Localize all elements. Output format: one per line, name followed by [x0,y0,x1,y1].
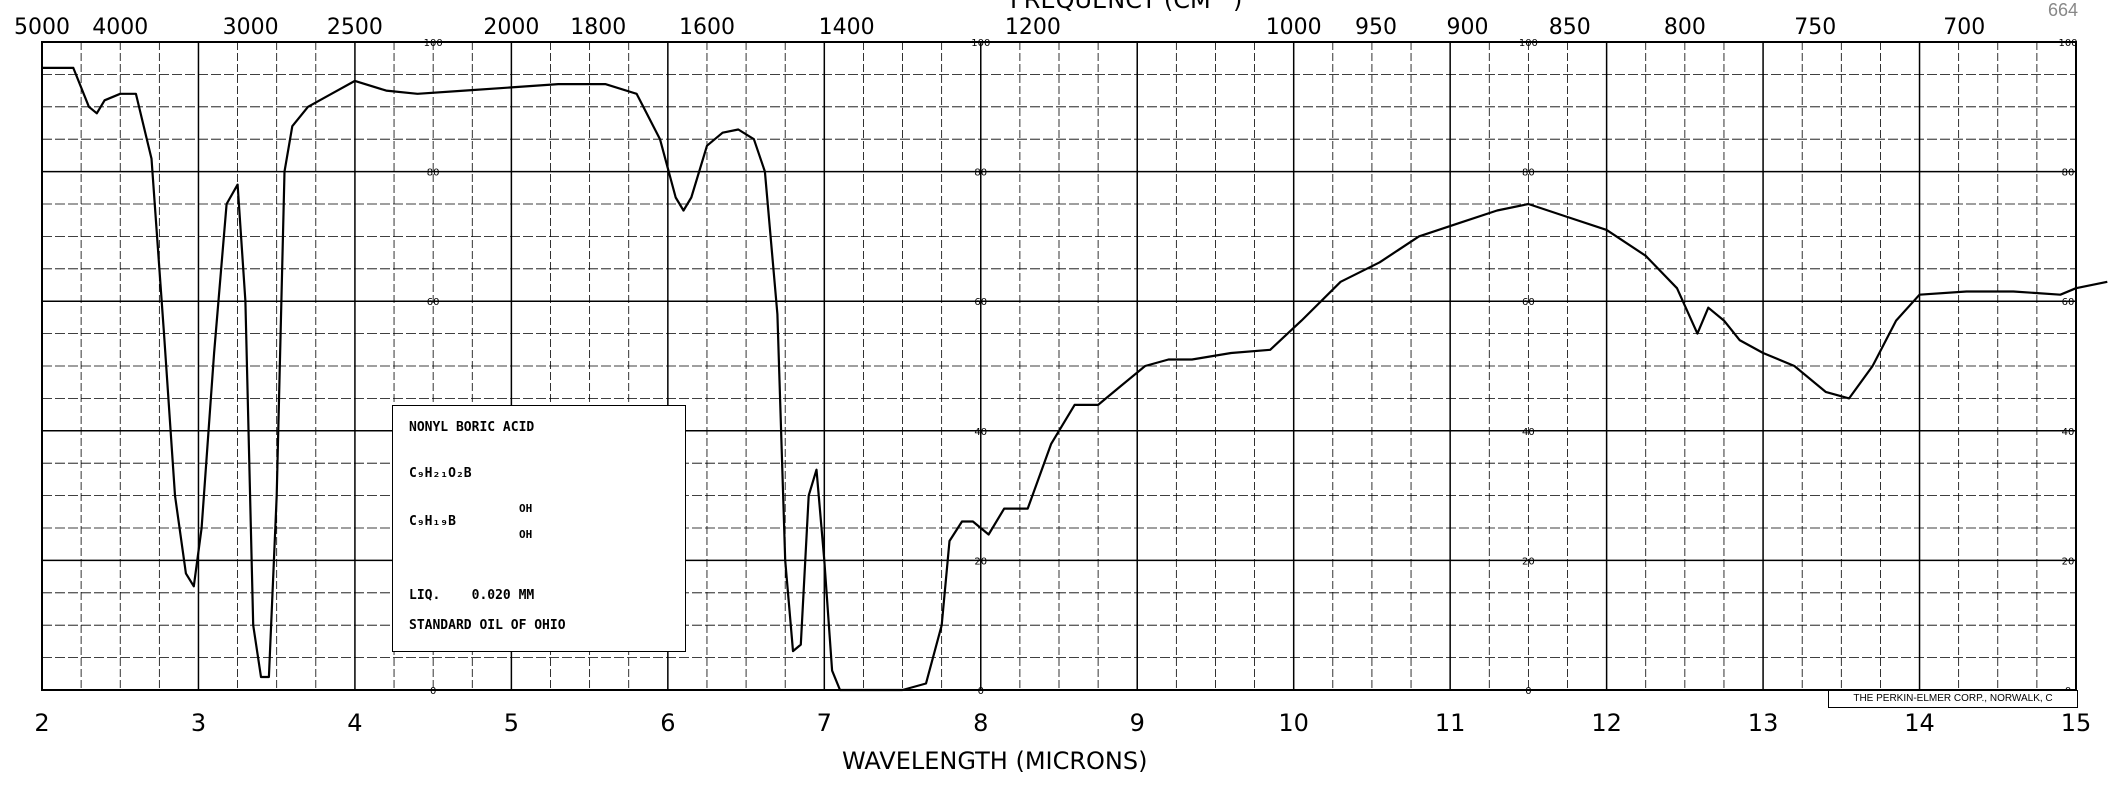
freq-tick-label: 1400 [819,15,875,40]
y-tick-label: 100 [424,38,443,49]
y-tick-label: 0 [430,686,436,697]
y-tick-label: 20 [974,556,987,567]
y-tick-label: 80 [2062,168,2075,179]
x-tick-label: 9 [1130,709,1145,737]
freq-tick-label: 750 [1794,15,1836,40]
freq-tick-label: 900 [1447,15,1489,40]
y-tick-label: 20 [1522,556,1535,567]
x-tick-label: 8 [973,709,988,737]
freq-tick-label: 1800 [570,15,626,40]
y-tick-label: 80 [427,168,440,179]
y-tick-label: 0 [1525,686,1531,697]
path-length: LIQ. 0.020 MM [409,588,535,603]
y-tick-label: 20 [2062,556,2075,567]
freq-tick-label: 800 [1664,15,1706,40]
x-tick-label: 7 [817,709,832,737]
y-tick-label: 60 [2062,297,2075,308]
freq-tick-label: 950 [1355,15,1397,40]
plot-frame [41,41,2077,691]
y-tick-label: 40 [2062,427,2075,438]
y-tick-label: 40 [974,427,987,438]
freq-tick-label: 700 [1943,15,1985,40]
y-tick-label: 100 [2058,38,2077,49]
y-tick-label: 80 [974,168,987,179]
x-tick-label: 3 [191,709,206,737]
frequency-tick-labels: 5000 4000 3000 2500 2000 1800 1600 1400 1200 1000… [14,15,1985,40]
y-tick-label: 60 [1522,297,1535,308]
freq-tick-label: 1200 [1005,15,1061,40]
wavelength-axis-title: WAVELENGTH (MICRONS) [842,747,1148,775]
spectrum-trace [42,66,2108,692]
y-tick-label: 40 [1522,427,1535,438]
y-tick-label: 0 [978,686,984,697]
x-tick-label: 11 [1435,709,1466,737]
structure-oh-top: OH [519,502,533,515]
chart-grid [41,41,2077,691]
x-tick-label: 10 [1278,709,1309,737]
y-tick-label: 60 [427,297,440,308]
freq-tick-label: 1600 [679,15,735,40]
freq-tick-label: 850 [1549,15,1591,40]
x-tick-label: 5 [504,709,519,737]
y-tick-label: 100 [971,38,990,49]
manufacturer-credit: THE PERKIN-ELMER CORP., NORWALK, C [1828,690,2078,708]
sample-formula: C₉H₂₁O₂B [409,466,472,481]
freq-tick-label: 4000 [92,15,148,40]
frequency-axis-title: FREQUENCY (CM⁻¹) [1010,0,1243,14]
x-tick-label: 2 [34,709,49,737]
y-tick-label: 100 [1519,38,1538,49]
y-tick-label: 60 [974,297,987,308]
x-tick-label: 4 [347,709,362,737]
freq-tick-label: 3000 [223,15,279,40]
x-tick-label: 13 [1748,709,1779,737]
structure-formula: C₉H₁₉B [409,514,456,529]
sample-name: NONYL BORIC ACID [409,420,535,435]
sample-label-box: NONYL BORIC ACID C₉H₂₁O₂B C₉H₁₉B OH OH L… [392,405,686,652]
x-tick-label: 14 [1904,709,1935,737]
y-tick-label: 80 [1522,168,1535,179]
x-tick-label: 6 [660,709,675,737]
freq-tick-label: 2500 [327,15,383,40]
freq-tick-label: 2000 [483,15,539,40]
x-tick-label: 12 [1591,709,1622,737]
freq-tick-label: 5000 [14,15,70,40]
structure-oh-bottom: OH [519,528,533,541]
x-tick-label: 15 [2061,709,2092,737]
wavelength-tick-labels: 2 3 4 5 6 7 8 9 10 11 12 13 14 15 [34,709,2091,737]
page-number: 664 [2047,0,2078,20]
sample-source: STANDARD OIL OF OHIO [409,618,566,633]
freq-tick-label: 1000 [1266,15,1322,40]
